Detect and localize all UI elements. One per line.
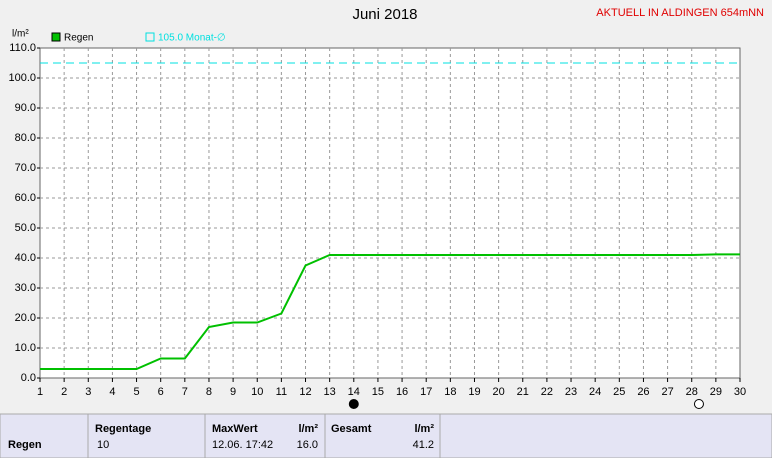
y-tick-label: 40.0 [15,252,36,264]
y-tick-label: 100.0 [8,72,36,84]
x-tick-label: 12 [299,386,311,398]
y-tick-label: 60.0 [15,192,36,204]
x-tick-label: 15 [372,386,384,398]
cell: 10 [97,439,109,451]
x-tick-label: 18 [444,386,456,398]
x-tick-label: 9 [230,386,236,398]
x-tick-label: 3 [85,386,91,398]
x-tick-label: 26 [637,386,649,398]
x-tick-label: 27 [661,386,673,398]
x-tick-label: 7 [182,386,188,398]
y-tick-label: 0.0 [21,372,36,384]
x-tick-label: 1 [37,386,43,398]
moon-marker [348,399,359,409]
x-tick-label: 11 [276,386,287,398]
col-unit: l/m² [414,423,434,435]
plot-area [39,47,741,379]
x-tick-label: 30 [734,386,746,398]
x-tick-label: 24 [589,386,601,398]
x-tick-label: 13 [324,386,336,398]
x-tick-label: 20 [492,386,504,398]
y-tick-label: 90.0 [15,102,36,114]
chart-title: Juni 2018 [352,6,417,23]
x-tick-label: 16 [396,386,408,398]
rain-line [40,253,740,370]
y-tick-label: 70.0 [15,162,36,174]
legend-swatch [145,32,155,42]
legend-swatch [51,32,61,42]
table-bg [0,413,772,458]
x-tick-label: 25 [613,386,625,398]
col-unit: l/m² [298,423,318,435]
col-header: Regentage [95,423,151,435]
x-tick-label: 4 [109,386,115,398]
y-tick-label: 30.0 [15,282,36,294]
x-tick-label: 6 [158,386,164,398]
x-tick-label: 14 [348,386,360,398]
x-tick-label: 5 [133,386,139,398]
x-tick-label: 21 [517,386,529,398]
summary-table: Regen Regentage 10 MaxWert l/m² 12.06. 1… [0,413,772,458]
cell: 41.2 [413,439,434,451]
x-tick-label: 2 [61,386,67,398]
row-label: Regen [8,439,42,451]
col-header: Gesamt [331,423,372,435]
cell: 12.06. 17:42 [212,439,273,451]
x-tick-label: 22 [541,386,553,398]
x-tick-label: 10 [251,386,263,398]
y-tick-label: 110.0 [9,42,36,54]
y-tick-label: 20.0 [15,312,36,324]
station-label: AKTUELL IN ALDINGEN 654mNN [596,7,764,19]
moon-marker [693,399,704,409]
col-header: MaxWert [212,423,258,435]
x-tick-label: 19 [468,386,480,398]
y-tick-label: 10.0 [15,342,36,354]
y-tick-label: 50.0 [15,222,36,234]
cell: 16.0 [297,439,318,451]
x-tick-label: 29 [710,386,722,398]
legend-entry: 105.0 Monat-∅ [158,33,226,44]
x-tick-label: 17 [420,386,432,398]
legend-entry: Regen [64,33,93,44]
y-axis-label: l/m² [12,29,29,40]
x-tick-label: 28 [686,386,698,398]
y-tick-label: 80.0 [15,132,36,144]
x-tick-label: 23 [565,386,577,398]
x-tick-label: 8 [206,386,212,398]
